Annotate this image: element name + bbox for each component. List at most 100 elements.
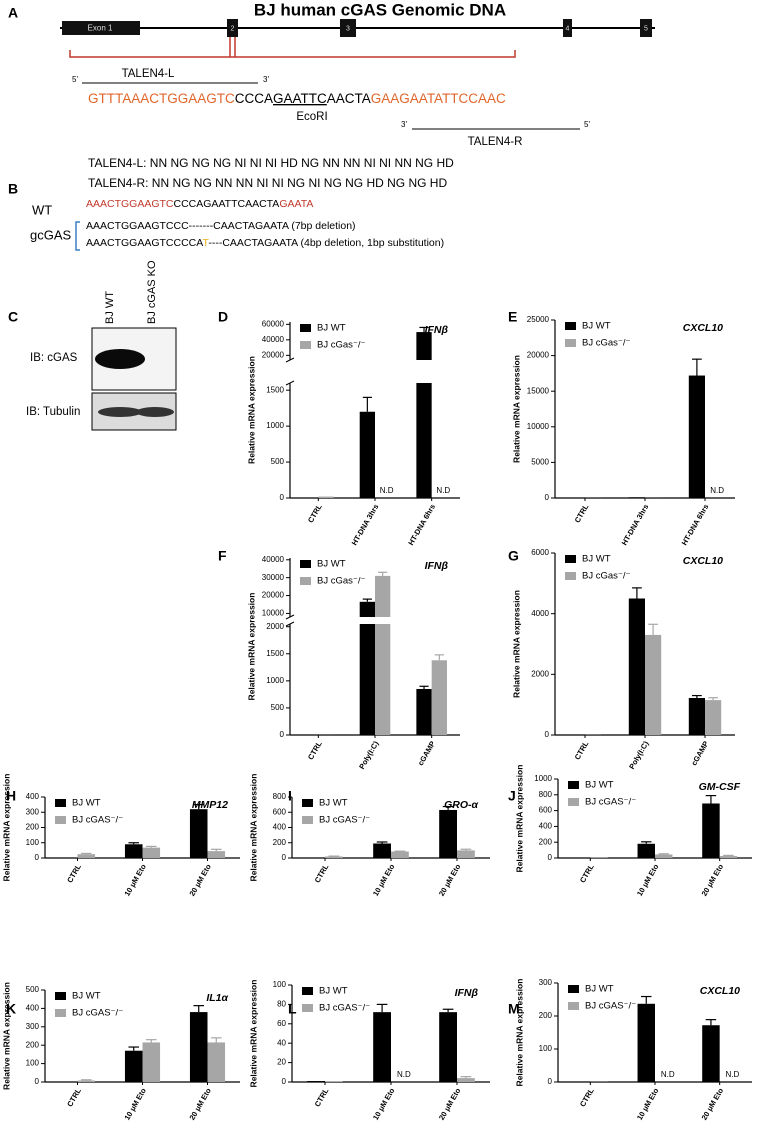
bar bbox=[124, 1050, 143, 1082]
strand-end: 3' bbox=[401, 120, 407, 129]
y-tick-label: 400 bbox=[539, 822, 553, 831]
error-bar bbox=[460, 848, 472, 851]
bar bbox=[416, 332, 432, 360]
legend-swatch bbox=[565, 322, 576, 330]
strand-end: 5' bbox=[72, 75, 78, 84]
error-bar bbox=[705, 794, 717, 804]
bar bbox=[207, 1042, 226, 1082]
error-bar bbox=[211, 848, 222, 852]
legend-swatch bbox=[300, 341, 311, 349]
bar bbox=[719, 856, 738, 858]
error-bar bbox=[434, 654, 444, 661]
bar bbox=[439, 1012, 457, 1082]
bar bbox=[637, 1003, 655, 1082]
legend-label: BJ cGAS⁻/⁻ bbox=[72, 815, 123, 826]
panel-title: BJ human cGAS Genomic DNA bbox=[254, 0, 506, 19]
exon bbox=[563, 19, 572, 37]
y-tick-label: 1500 bbox=[266, 385, 284, 394]
error-bar bbox=[705, 1019, 717, 1026]
legend-label: BJ cGAS⁻/⁻ bbox=[585, 1001, 636, 1012]
legend-label: BJ cGas⁻/⁻ bbox=[317, 576, 366, 587]
y-tick-label: 2000 bbox=[531, 669, 549, 678]
x-tick-label: 10 μM Eto bbox=[122, 862, 148, 898]
legend-label: BJ cGAS⁻/⁻ bbox=[319, 1003, 370, 1014]
sequence-part: GTTTAAACTGGAAGTC bbox=[88, 91, 235, 106]
error-bar bbox=[641, 841, 652, 844]
chart: H 0 100 200 300 400 Relative mRNA expression MM… bbox=[1, 774, 240, 898]
y-axis-label: Relative mRNA expression bbox=[511, 355, 521, 463]
sequence-part: GAATA bbox=[279, 198, 313, 210]
legend-swatch bbox=[55, 816, 66, 824]
y-axis-label: Relative mRNA expression bbox=[514, 765, 524, 873]
x-tick-label: 10 μM Eto bbox=[122, 1086, 148, 1122]
error-bar bbox=[658, 853, 669, 855]
x-tick-label: cGAMP bbox=[689, 739, 710, 767]
legend-swatch bbox=[55, 799, 66, 807]
x-tick-label: cGAMP bbox=[416, 739, 437, 767]
x-tick-label: 20 μM Eto bbox=[700, 1086, 726, 1122]
blot-label: IB: cGAS bbox=[30, 352, 78, 364]
error-bar bbox=[146, 845, 157, 848]
x-tick-label: 20 μM Eto bbox=[437, 1086, 463, 1122]
chart-title: IFNβ bbox=[425, 560, 449, 572]
y-tick-label: 60 bbox=[277, 1019, 286, 1028]
y-tick-label: 500 bbox=[26, 985, 40, 994]
bar bbox=[373, 1012, 391, 1082]
y-tick-label: 100 bbox=[26, 1059, 40, 1068]
y-tick-label: 25000 bbox=[527, 315, 550, 324]
bar bbox=[705, 700, 722, 735]
panel-label: H bbox=[6, 788, 16, 804]
sequence-part: AAACTGGAAGTC bbox=[86, 198, 174, 210]
bar bbox=[359, 601, 375, 617]
bar bbox=[375, 624, 391, 735]
legend-swatch bbox=[302, 816, 313, 824]
value-label: N.D bbox=[726, 1070, 740, 1079]
y-tick-label: 40000 bbox=[262, 335, 285, 344]
y-tick-label: 500 bbox=[271, 703, 285, 712]
x-tick-label: 20 μM Eto bbox=[187, 862, 213, 898]
chart-title: GM-CSF bbox=[699, 781, 741, 793]
y-tick-label: 15000 bbox=[527, 386, 550, 395]
chart: F 0 500 1000 1500 2000 10000 20000 30000 40000 Rel… bbox=[218, 548, 460, 771]
y-tick-label: 300 bbox=[26, 1022, 40, 1031]
sequence-part: CCCA bbox=[235, 91, 273, 106]
error-bar bbox=[376, 1003, 388, 1013]
bar bbox=[416, 383, 432, 498]
legend-label: BJ cGAS⁻/⁻ bbox=[585, 797, 636, 808]
error-bar bbox=[128, 1046, 139, 1051]
y-tick-label: 200 bbox=[26, 823, 40, 832]
row-label: WT bbox=[32, 202, 52, 217]
legend-swatch bbox=[302, 987, 313, 995]
y-tick-label: 20000 bbox=[262, 350, 285, 359]
chart: I 0 200 400 600 800 Relative mRNA expression GR… bbox=[248, 774, 490, 898]
sequence-part: AAACTGGAAGTCCCCA bbox=[86, 237, 203, 249]
error-bar bbox=[632, 587, 642, 599]
legend-label: BJ WT bbox=[319, 798, 348, 809]
axis-break bbox=[285, 357, 295, 363]
bar bbox=[359, 624, 375, 735]
sequence: AAACTGGAAGTCCCCAT----CAACTAGAATA (4bp de… bbox=[86, 237, 444, 249]
legend-label: BJ WT bbox=[319, 986, 348, 997]
chart-title: CXCL10 bbox=[683, 555, 723, 567]
legend-label: BJ WT bbox=[582, 554, 611, 565]
error-bar bbox=[376, 841, 388, 844]
sequence-part: T bbox=[202, 237, 209, 249]
y-tick-label: 0 bbox=[35, 1077, 40, 1086]
exon bbox=[340, 19, 356, 37]
error-bar bbox=[692, 694, 702, 698]
sequence-part: ----CAACTAGAATA (4bp deletion, 1bp subst… bbox=[208, 237, 444, 249]
bar bbox=[189, 809, 208, 858]
y-tick-label: 600 bbox=[539, 806, 553, 815]
exon-label: 3 bbox=[346, 25, 350, 32]
legend-swatch bbox=[302, 799, 313, 807]
error-bar bbox=[419, 685, 429, 689]
x-tick-label: CTRL bbox=[306, 502, 324, 524]
bar bbox=[359, 411, 375, 498]
legend-swatch bbox=[565, 339, 576, 347]
chart: E 0 5000 10000 15000 20000 25000 Relative mRNA … bbox=[508, 309, 735, 547]
panel-label: C bbox=[8, 309, 18, 325]
sequence-part: GAATTC bbox=[273, 91, 327, 106]
exon bbox=[227, 19, 238, 37]
y-tick-label: 0 bbox=[548, 853, 553, 862]
